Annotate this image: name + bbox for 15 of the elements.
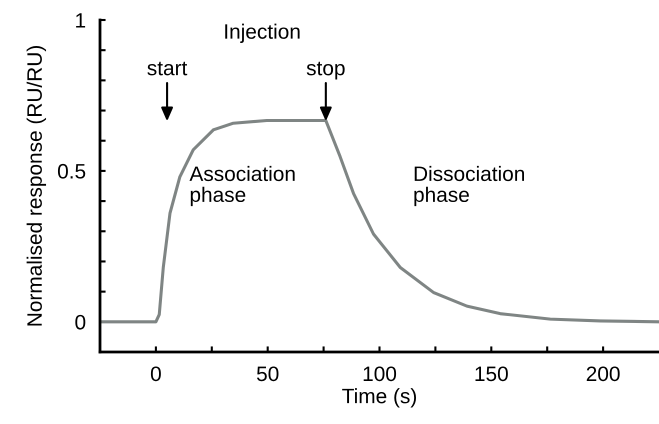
x-tick-label: 100 — [364, 366, 396, 382]
annotation: Injection — [225, 24, 300, 43]
x-axis-title: Time (s) — [342, 388, 416, 408]
y-tick-label: 0.5 — [58, 164, 86, 179]
y-tick-label: 0 — [75, 314, 86, 330]
annotation: Dissociation phase — [414, 166, 524, 206]
x-tick-label: 50 — [256, 366, 278, 382]
y-axis-title: Normalised response (RU/RU) — [26, 46, 46, 326]
x-tick-label: 0 — [150, 366, 161, 382]
x-tick-label: 200 — [586, 366, 620, 382]
annotation: Association phase — [189, 166, 295, 206]
annotation: start — [147, 62, 188, 76]
x-tick-label: 150 — [476, 366, 508, 382]
annotation: stop — [306, 62, 345, 80]
y-tick-label: 1 — [76, 13, 86, 28]
